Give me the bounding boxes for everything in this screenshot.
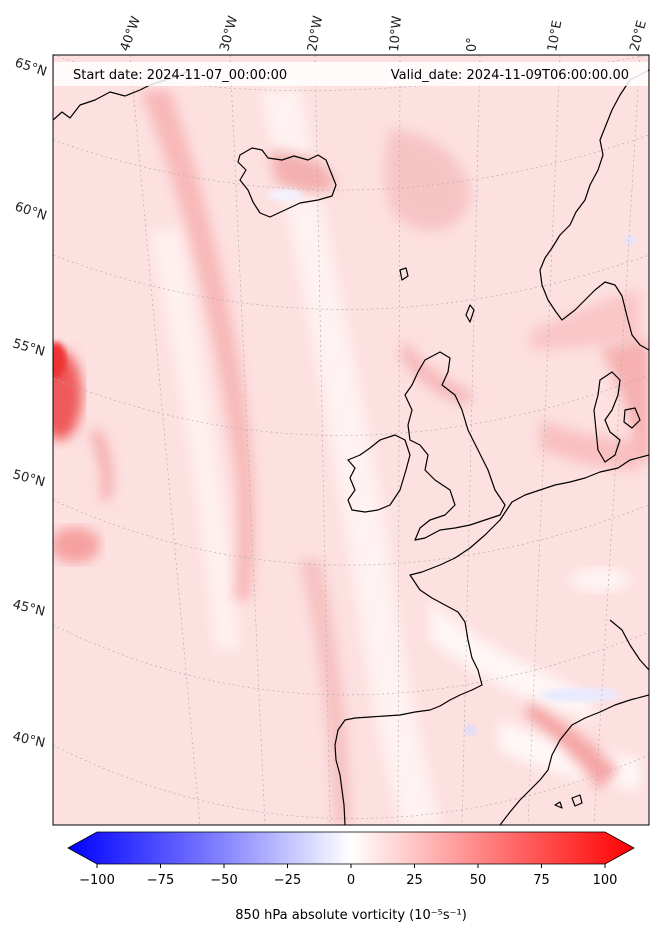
norway-coast: [539, 69, 649, 351]
lon-label-20w: 20°W: [305, 15, 326, 53]
lon-label-0: 0°: [465, 37, 480, 52]
coastlines: [53, 69, 649, 825]
ireland-coast: [347, 434, 411, 513]
colorbar: −100 −75 −50 −25 0 25 50 75 100 850 hPa absolute…: [67, 831, 635, 923]
colorbar-tick-label: −100: [79, 873, 115, 888]
lon-label-40w: 40°W: [118, 14, 144, 53]
colorbar-title: 850 hPa absolute vorticity (10⁻⁵s⁻¹): [235, 908, 467, 923]
colorbar-tick-label: 100: [593, 873, 618, 888]
graticule: [53, 55, 649, 825]
lat-label-40n: 40°N: [11, 729, 46, 751]
lat-label-65n: 65°N: [13, 56, 49, 80]
colorbar-bar: [67, 831, 635, 865]
valid-date-label: Valid_date: 2024-11-09T06:00:00.00: [391, 68, 629, 83]
lat-label-45n: 45°N: [11, 597, 46, 619]
great-britain-coast: [404, 351, 506, 541]
start-date-label: Start date: 2024-11-07_00:00:00: [73, 68, 287, 83]
colorbar-tick-label: 0: [347, 873, 355, 888]
colorbar-tick-label: 75: [533, 873, 550, 888]
lon-label-10w: 10°W: [387, 15, 405, 52]
colorbar-tick-label: 25: [406, 873, 423, 888]
map-border: [52, 54, 650, 826]
lon-label-10e: 10°E: [545, 19, 565, 52]
colorbar-ticks: −100 −75 −50 −25 0 25 50 75 100: [79, 864, 617, 888]
lon-label-20e: 20°E: [627, 19, 650, 53]
iceland-coast: [237, 147, 337, 218]
lon-label-30w: 30°W: [217, 14, 241, 53]
lat-label-55n: 55°N: [11, 336, 47, 359]
vorticity-field: [53, 55, 649, 825]
lat-label-60n: 60°N: [13, 200, 49, 224]
colorbar-tick-label: −75: [147, 873, 174, 888]
lat-label-50n: 50°N: [11, 467, 47, 490]
colorbar-tick-label: −25: [274, 873, 301, 888]
colorbar-tick-label: 50: [470, 873, 487, 888]
latitude-labels: 65°N 60°N 55°N 50°N 45°N 40°N: [11, 56, 49, 752]
longitude-labels: 40°W 30°W 20°W 10°W 0° 10°E 20°E: [118, 14, 650, 53]
continent-coast: [334, 454, 649, 825]
colorbar-tick-label: −50: [210, 873, 237, 888]
